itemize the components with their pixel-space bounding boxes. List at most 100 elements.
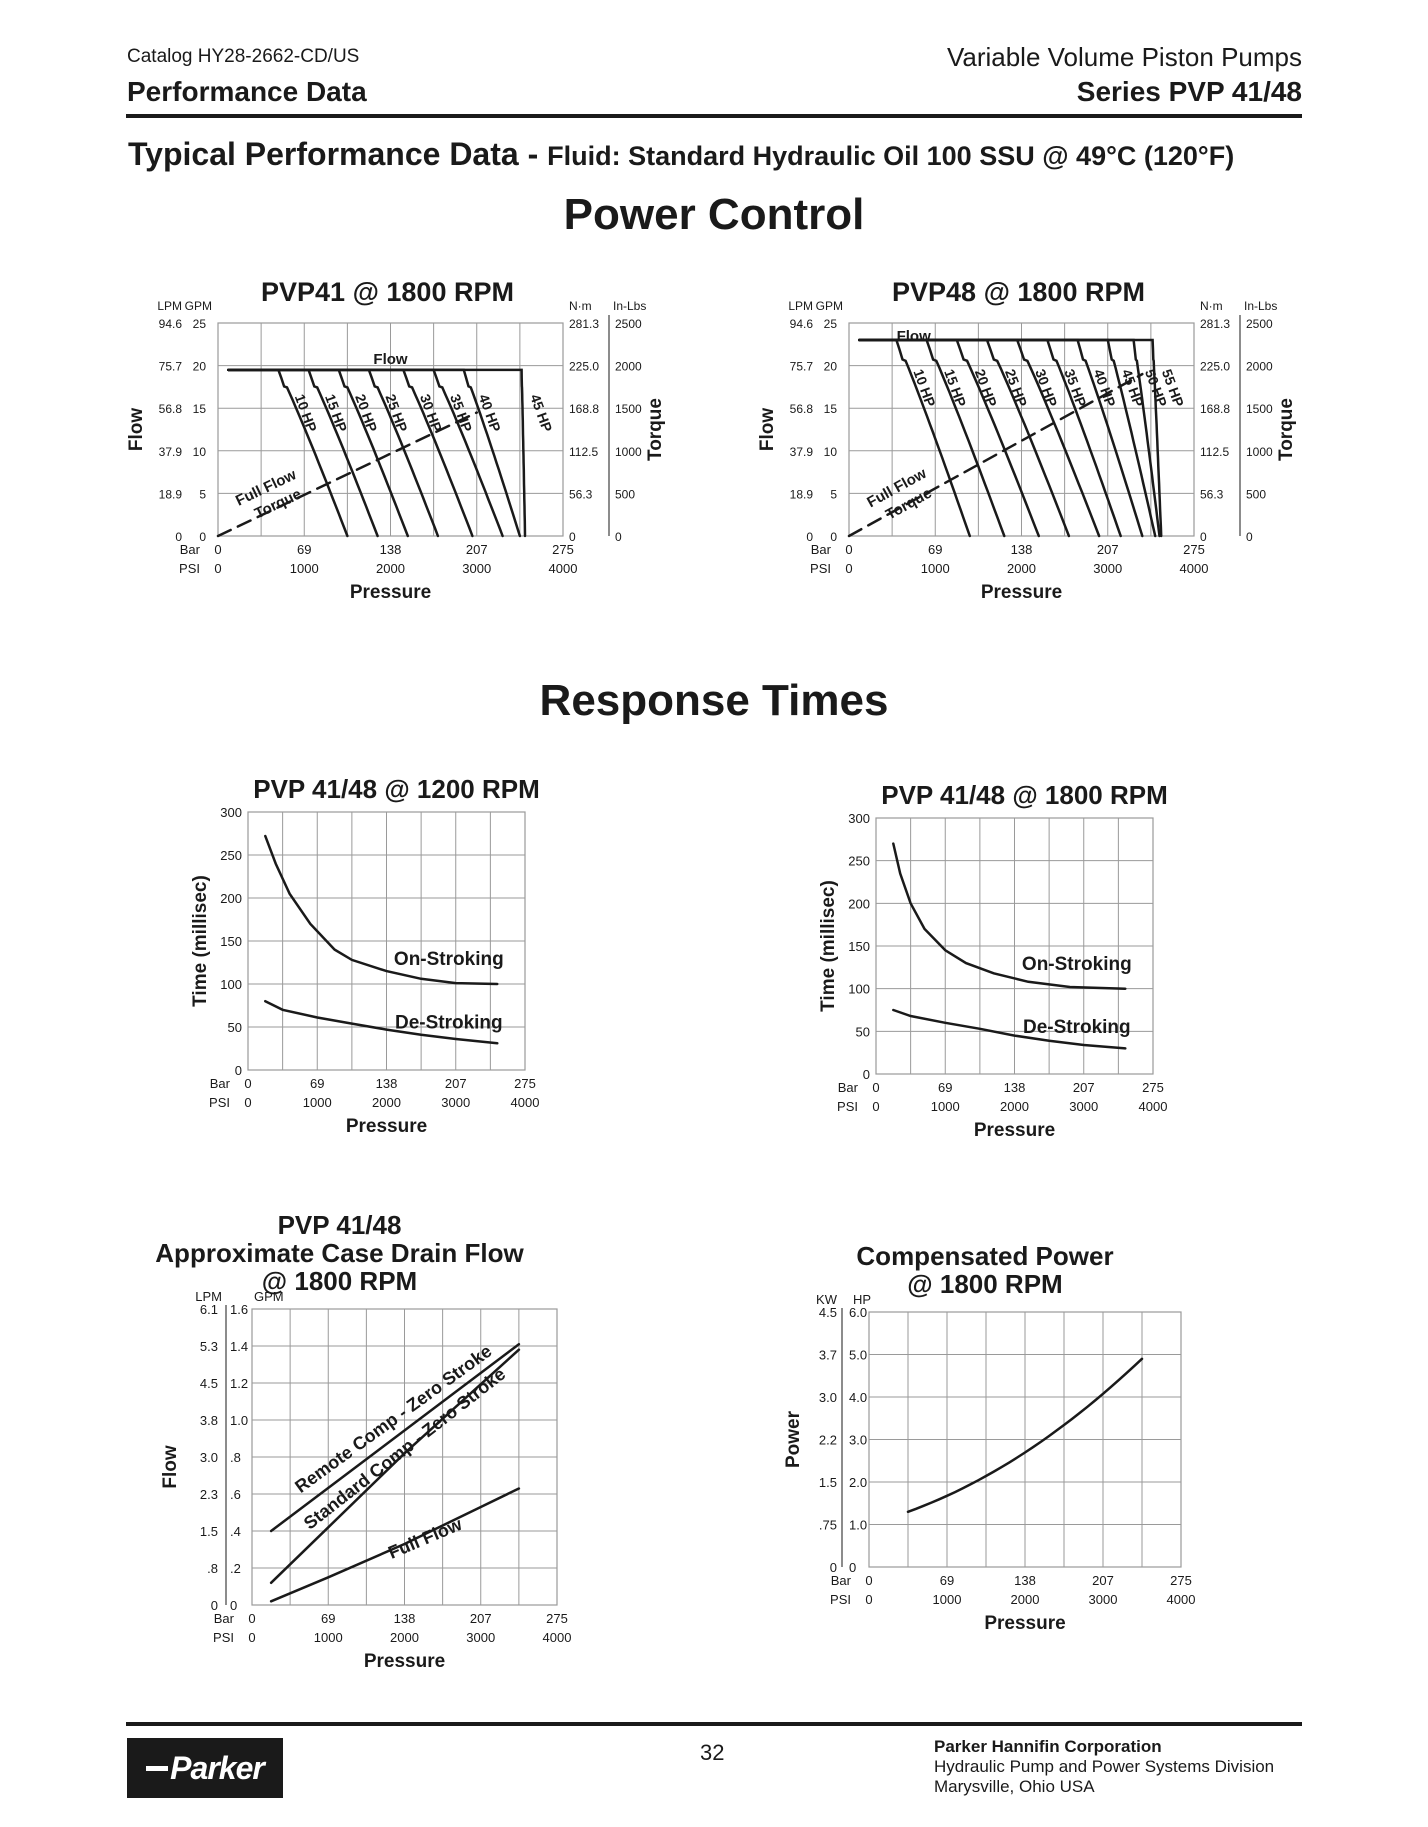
power-ytick-hp: 6.0	[849, 1305, 867, 1320]
pc48-y2tick-nm: 225.0	[1200, 360, 1230, 374]
drain-xunit-bar: Bar	[214, 1611, 235, 1626]
power-ytick-kw: 3.0	[819, 1390, 837, 1405]
pc41-ytick-gpm: 0	[199, 530, 206, 544]
power-xtick-bar: 69	[940, 1573, 954, 1588]
drain-ytick-lpm: 0	[211, 1598, 218, 1613]
pc48-y2tick-inlbs: 2000	[1246, 360, 1273, 374]
drain-xtick-psi: 3000	[466, 1630, 495, 1645]
pc48-frame	[848, 322, 1195, 537]
drain-label-2: Full Flow	[385, 1514, 466, 1563]
pc48-y2tick-inlbs: 0	[1246, 530, 1253, 544]
pc41-y2tick-inlbs: 2000	[615, 360, 642, 374]
power-ytick-hp: 5.0	[849, 1348, 867, 1363]
pc48-y2tick-nm: 56.3	[1200, 487, 1224, 501]
drain-ytick-lpm: 2.3	[200, 1487, 218, 1502]
pc48-y2tick-nm: 281.3	[1200, 317, 1230, 331]
pc41-label-20hp: 20 HP	[352, 392, 380, 434]
rt1200-xtick-bar: 275	[514, 1076, 536, 1091]
rt1800-title: PVP 41/48 @ 1800 RPM	[881, 780, 1167, 810]
power-ytick-hp: 1.0	[849, 1518, 867, 1533]
power-xtick-bar: 138	[1014, 1573, 1036, 1588]
pc41-y2unit-nm: N·m	[569, 299, 592, 313]
drain-ytick-gpm: 1.6	[230, 1302, 248, 1317]
rt1200-xtick-psi: 0	[244, 1095, 251, 1110]
product-name: Variable Volume Piston Pumps	[946, 42, 1302, 72]
rt1200-ytick: 150	[220, 934, 242, 949]
power-ytick-kw: 4.5	[819, 1305, 837, 1320]
pc41-y2tick-nm: 0	[569, 530, 576, 544]
drain-curve-2	[269, 1487, 521, 1603]
drain-xtick-bar: 138	[394, 1611, 416, 1626]
pc48-y2tick-nm: 0	[1200, 530, 1207, 544]
pc41-curve-35hp	[227, 368, 504, 538]
rt1800-ytick: 150	[848, 939, 870, 954]
header-rule	[126, 114, 1302, 118]
rt1800-ytick: 100	[848, 982, 870, 997]
pc48-curve-15hp	[858, 338, 1006, 538]
power-title-0: Compensated Power	[856, 1241, 1113, 1271]
drain-xlabel: Pressure	[364, 1651, 445, 1672]
pc48-y2unit-nm: N·m	[1200, 299, 1223, 313]
pc41-yunit-gpm: GPM	[185, 299, 212, 313]
page-number: 32	[700, 1740, 725, 1765]
drain-ytick-lpm: 3.0	[200, 1450, 218, 1465]
drain-ytick-lpm: 4.5	[200, 1376, 218, 1391]
drain-ytick-lpm: 6.1	[200, 1302, 218, 1317]
drain-ytick-gpm: 1.4	[230, 1339, 248, 1354]
pc41-curve-10hp	[227, 368, 349, 538]
pc41-y2tick-inlbs: 1500	[615, 402, 642, 416]
pc41-xlabel: Pressure	[350, 582, 431, 603]
power-xtick-psi: 0	[865, 1592, 872, 1607]
pc41-y2label: Torque	[645, 398, 666, 461]
typical-fluid: Fluid: Standard Hydraulic Oil 100 SSU @ …	[547, 141, 1235, 171]
power-xtick-bar: 207	[1092, 1573, 1114, 1588]
power-control-title: Power Control	[563, 190, 865, 239]
pc48-curve-20hp	[858, 338, 1041, 538]
pc41-xtick-bar: 275	[552, 542, 574, 557]
logo-text: Parker	[170, 1749, 265, 1786]
rt1800-xtick-psi: 4000	[1139, 1099, 1168, 1114]
pc41-label-45hp: 45 HP	[527, 392, 555, 434]
pc41-ylabel: Flow	[126, 408, 147, 451]
pc48-curve-25hp	[858, 338, 1071, 538]
pc48-xlabel: Pressure	[981, 582, 1062, 603]
power-ytick-hp: 4.0	[849, 1390, 867, 1405]
pc41-ytick-lpm: 75.7	[159, 360, 183, 374]
pc41-y2tick-nm: 168.8	[569, 402, 599, 416]
power-ytick-hp: 3.0	[849, 1433, 867, 1448]
power-ytick-hp: 2.0	[849, 1475, 867, 1490]
drain-ytick-lpm: 1.5	[200, 1524, 218, 1539]
pc48-xtick-bar: 138	[1011, 542, 1033, 557]
drain-ytick-gpm: .4	[230, 1524, 241, 1539]
rt1200-xtick-psi: 3000	[441, 1095, 470, 1110]
rt1800-xtick-bar: 207	[1073, 1080, 1095, 1095]
rt1800-ytick: 0	[863, 1067, 870, 1082]
pc41-ytick-lpm: 94.6	[159, 317, 183, 331]
pc48-xtick-bar: 275	[1183, 542, 1205, 557]
pc41-ytick-gpm: 5	[199, 487, 206, 501]
drain-ytick-gpm: .8	[230, 1450, 241, 1465]
pc48-y2tick-nm: 112.5	[1200, 445, 1229, 459]
drain-title-0: PVP 41/48	[278, 1210, 402, 1240]
rt1800-xtick-bar: 138	[1004, 1080, 1026, 1095]
pc41-yunit-lpm: LPM	[157, 299, 182, 313]
pc41-xtick-bar: 0	[214, 542, 221, 557]
corp-division: Hydraulic Pump and Power Systems Divisio…	[934, 1757, 1275, 1776]
pc41-xtick-psi: 1000	[290, 561, 319, 576]
pc41-ytick-lpm: 37.9	[159, 445, 183, 459]
rt1200-xunit-psi: PSI	[209, 1095, 230, 1110]
pc41-curve-40hp	[227, 368, 522, 538]
pc41-xtick-bar: 138	[380, 542, 402, 557]
power-xtick-psi: 1000	[933, 1592, 962, 1607]
rt1800-curve-on-stroking	[892, 842, 1127, 990]
rt1200-frame	[247, 811, 526, 1071]
rt1200-ytick: 50	[228, 1020, 242, 1035]
pc48-ytick-gpm: 25	[824, 317, 838, 331]
drain-ytick-lpm: 3.8	[200, 1413, 218, 1428]
drain-ytick-lpm: 5.3	[200, 1339, 218, 1354]
power-ytick-kw: 2.2	[819, 1433, 837, 1448]
rt1200-ytick: 250	[220, 848, 242, 863]
pc41-y2tick-nm: 56.3	[569, 487, 593, 501]
pc48-xtick-psi: 4000	[1180, 561, 1209, 576]
pc41-y2tick-inlbs: 0	[615, 530, 622, 544]
